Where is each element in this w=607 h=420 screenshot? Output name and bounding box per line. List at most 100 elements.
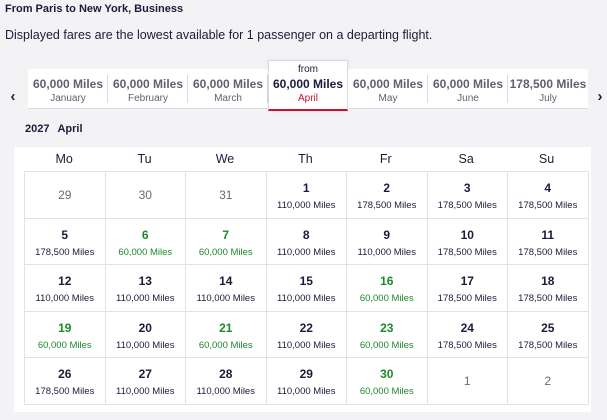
- calendar-day[interactable]: 16 60,000 Miles: [346, 264, 428, 312]
- calendar-day[interactable]: 1 110,000 Miles: [265, 171, 347, 219]
- calendar-day[interactable]: 24 178,500 Miles: [426, 310, 508, 358]
- month-tab-january[interactable]: 60,000 Miles January: [28, 69, 108, 109]
- day-fare: 178,500 Miles: [35, 386, 95, 397]
- calendar-day[interactable]: 6 60,000 Miles: [104, 217, 186, 265]
- route-title: From Paris to New York, Business: [5, 3, 184, 15]
- day-fare: 178,500 Miles: [35, 246, 95, 258]
- month-tab-june[interactable]: 60,000 Miles June: [428, 69, 508, 109]
- day-number: 2: [383, 181, 391, 195]
- calendar-day[interactable]: 12 110,000 Miles: [24, 264, 106, 312]
- day-number: 31: [219, 188, 233, 202]
- calendar-day[interactable]: 29 110,000 Miles: [265, 357, 347, 405]
- weekday-label: Fr: [379, 152, 392, 166]
- day-fare: 178,500 Miles: [518, 293, 578, 304]
- calendar-day-outside: 31: [185, 171, 267, 219]
- day-number: 8: [302, 227, 310, 242]
- weekday-label: Sa: [458, 152, 474, 166]
- calendar-day[interactable]: 22 110,000 Miles: [265, 310, 347, 358]
- day-number: 28: [219, 367, 233, 381]
- day-fare: 110,000 Miles: [196, 386, 255, 397]
- day-number: 1: [302, 181, 310, 195]
- month-tab-may[interactable]: 60,000 Miles May: [348, 69, 428, 109]
- calendar-day[interactable]: 25 178,500 Miles: [507, 310, 589, 358]
- month-price: 60,000 Miles: [432, 77, 504, 91]
- day-number: 30: [380, 367, 394, 381]
- calendar-day[interactable]: 4 178,500 Miles: [507, 171, 589, 219]
- month-name: March: [214, 93, 242, 104]
- calendar-day[interactable]: 18 178,500 Miles: [507, 264, 589, 312]
- month-tab-july[interactable]: 178,500 Miles July: [508, 69, 588, 109]
- day-fare: 110,000 Miles: [277, 246, 336, 258]
- day-number: 9: [383, 227, 391, 242]
- calendar-day[interactable]: 3 178,500 Miles: [426, 171, 508, 219]
- calendar-day[interactable]: 26 178,500 Miles: [24, 357, 106, 405]
- day-fare: 178,500 Miles: [437, 339, 497, 351]
- day-number: 24: [460, 320, 474, 335]
- calendar-day[interactable]: 21 60,000 Miles: [185, 310, 267, 358]
- calendar-day[interactable]: 15 110,000 Miles: [265, 264, 347, 312]
- calendar-day[interactable]: 7 60,000 Miles: [185, 217, 267, 265]
- day-fare: 178,500 Miles: [437, 246, 497, 258]
- day-number: 30: [138, 188, 152, 202]
- day-fare: 60,000 Miles: [198, 339, 253, 351]
- month-tab-march[interactable]: 60,000 Miles March: [188, 69, 268, 109]
- day-fare: 178,500 Miles: [437, 200, 497, 211]
- day-fare: 110,000 Miles: [196, 293, 255, 304]
- day-fare: 110,000 Miles: [277, 339, 336, 351]
- calendar-year: 2027: [25, 123, 50, 135]
- chevron-right-icon[interactable]: ›: [597, 88, 603, 105]
- weekday-header: Mo Tu We Th Fr Sa Su: [14, 147, 591, 171]
- day-fare: 178,500 Miles: [518, 200, 578, 211]
- calendar-day-outside: 1: [426, 357, 508, 405]
- weekday-label: Mo: [55, 152, 73, 166]
- day-number: 29: [299, 367, 313, 381]
- calendar-day[interactable]: 14 110,000 Miles: [185, 264, 267, 312]
- calendar-day[interactable]: 27 110,000 Miles: [104, 357, 186, 405]
- day-fare: 178,500 Miles: [518, 246, 578, 258]
- day-fare: 110,000 Miles: [116, 386, 175, 397]
- day-number: 16: [380, 274, 394, 288]
- month-price: 60,000 Miles: [32, 77, 104, 91]
- day-fare: 110,000 Miles: [35, 293, 94, 304]
- day-fare: 178,500 Miles: [437, 293, 497, 304]
- calendar-day[interactable]: 28 110,000 Miles: [185, 357, 267, 405]
- month-price: 60,000 Miles: [352, 77, 424, 91]
- day-fare: 110,000 Miles: [277, 293, 336, 304]
- day-number: 14: [219, 274, 233, 288]
- calendar-day[interactable]: 19 60,000 Miles: [24, 310, 106, 358]
- calendar-day[interactable]: 17 178,500 Miles: [426, 264, 508, 312]
- day-number: 22: [299, 320, 313, 335]
- day-fare: 110,000 Miles: [277, 386, 336, 397]
- day-number: 6: [141, 227, 149, 242]
- calendar-day[interactable]: 9 110,000 Miles: [346, 217, 428, 265]
- month-price: 178,500 Miles: [509, 77, 587, 91]
- day-number: 20: [138, 320, 152, 335]
- weekday-label: Su: [538, 152, 555, 166]
- day-fare: 110,000 Miles: [116, 339, 175, 351]
- day-number: 10: [460, 227, 474, 242]
- calendar-day[interactable]: 23 60,000 Miles: [346, 310, 428, 358]
- day-number: 26: [58, 367, 72, 381]
- day-fare: 60,000 Miles: [359, 293, 414, 304]
- calendar-day[interactable]: 13 110,000 Miles: [104, 264, 186, 312]
- calendar-day[interactable]: 2 178,500 Miles: [346, 171, 428, 219]
- calendar-day[interactable]: 11 178,500 Miles: [507, 217, 589, 265]
- chevron-left-icon[interactable]: ‹: [10, 88, 16, 105]
- calendar-day[interactable]: 30 60,000 Miles: [346, 357, 428, 405]
- day-number: 12: [58, 274, 72, 288]
- day-fare: 60,000 Miles: [198, 246, 253, 258]
- day-number: 25: [541, 320, 555, 335]
- month-name: January: [50, 93, 86, 104]
- month-name: April: [297, 93, 318, 104]
- month-tab-february[interactable]: 60,000 Miles February: [108, 69, 188, 109]
- month-name: February: [127, 93, 168, 104]
- calendar-day[interactable]: 5 178,500 Miles: [24, 217, 106, 265]
- month-price: 60,000 Miles: [192, 77, 264, 91]
- calendar-day[interactable]: 10 178,500 Miles: [426, 217, 508, 265]
- calendar-day[interactable]: 20 110,000 Miles: [104, 310, 186, 358]
- day-fare: 60,000 Miles: [359, 386, 414, 397]
- day-number: 19: [58, 320, 72, 335]
- calendar-day[interactable]: 8 110,000 Miles: [265, 217, 347, 265]
- day-number: 11: [541, 227, 555, 242]
- month-tab-april[interactable]: from 60,000 Miles April: [268, 60, 348, 111]
